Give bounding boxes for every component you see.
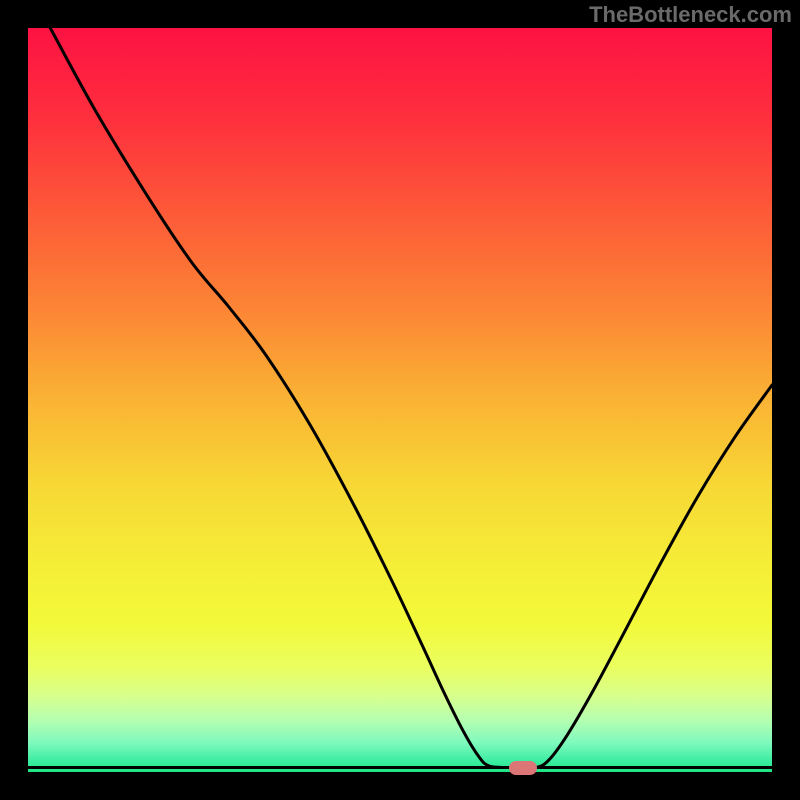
chart-background: [28, 28, 772, 772]
optimal-marker: [509, 761, 537, 775]
chart-svg: [28, 28, 772, 772]
bottleneck-chart: [28, 28, 772, 772]
watermark-text: TheBottleneck.com: [589, 2, 792, 28]
